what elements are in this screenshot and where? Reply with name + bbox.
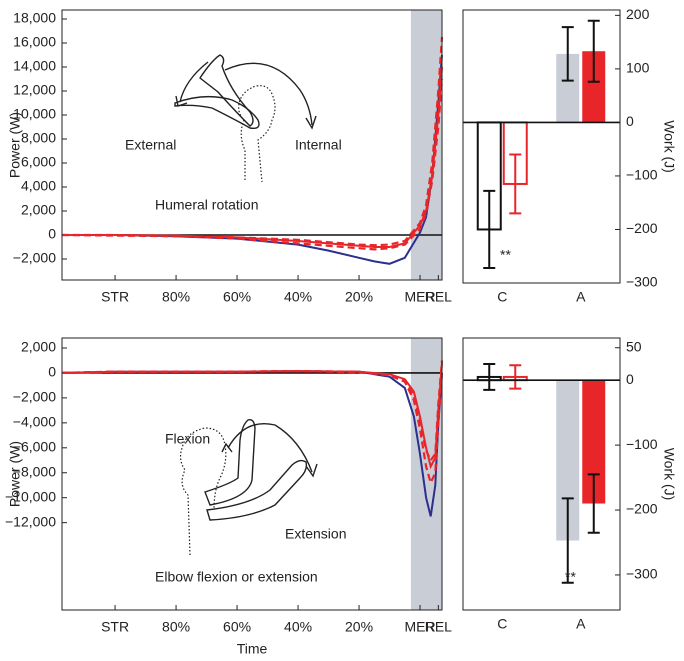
line [62,78,444,251]
y-tick-label: −10,000 [5,488,56,504]
line [61,360,444,463]
x-tick-label: C [497,616,507,632]
x-axis-label: Time [237,641,268,657]
line [61,362,443,470]
line [62,66,443,248]
error-bar [587,473,600,534]
y-tick-label: 0 [626,113,634,129]
x-tick-label: A [576,289,586,305]
plot-frame [462,337,621,611]
error-bar [561,497,574,584]
y-tick-label: 10,000 [13,106,56,122]
elbow-illustration [179,418,318,556]
plots: −2,000 0 2,000 4,000 6,000 8,000 10,000 12,000 1… [5,6,677,657]
error-bar [483,362,496,391]
shaded-region [410,338,442,610]
y-tick-label: 8,000 [21,130,56,146]
x-tick-label: STR [101,289,129,305]
annotation: ** [500,247,511,263]
annotation: Elbow flexion or extension [155,569,318,585]
x-tick-label: STR [101,619,129,635]
x-tick-label: 80% [162,619,190,635]
x-tick-label: C [497,289,507,305]
y-axis-label: Power (W) [7,441,23,507]
x-tick-label: MER [404,289,435,305]
arm-illustration [174,54,317,183]
y-tick-label: 18,000 [13,10,56,26]
error-bar [483,189,496,270]
x-tick-label: 40% [284,619,312,635]
y-tick-label: 6,000 [21,154,56,170]
line [62,54,443,265]
x-tick-label: 20% [345,289,373,305]
error-bar [509,153,522,215]
y-tick-label: 16,000 [13,34,56,50]
y-tick-label: −2,000 [13,389,56,405]
y-tick-label: 2,000 [21,339,56,355]
x-tick-label: 20% [345,619,373,635]
x-tick-label: MER [404,619,435,635]
x-tick-label: 80% [162,289,190,305]
annotation: Internal [295,137,342,153]
y-tick-label: 0 [626,371,634,387]
y-tick-label: −100 [626,167,658,183]
plot-frame [61,337,443,611]
error-bar [509,364,522,390]
annotation: Extension [285,526,346,542]
plot-frame [462,9,621,284]
y-tick-label: −6,000 [13,439,56,455]
y-tick-label: 0 [48,226,56,242]
y-tick-label: −300 [626,274,658,290]
y-tick-label: 2,000 [21,202,56,218]
bar [582,380,606,504]
y-tick-label: −12,000 [5,513,56,529]
y-tick-label: 14,000 [13,58,56,74]
line [61,36,444,247]
y-tick-label: 50 [626,338,642,354]
y-tick-label: 100 [626,60,650,76]
line [61,369,444,486]
plot-frame [61,9,443,281]
y-axis-label: Power (W) [7,112,23,178]
y-tick-label: 4,000 [21,178,56,194]
y-tick-label: 200 [626,6,650,22]
y-tick-label: −300 [626,566,658,582]
y-axis-label: Work (J) [661,120,677,173]
annotation: ** [565,569,576,585]
annotation: Humeral rotation [155,197,259,213]
x-tick-label: 60% [223,289,251,305]
y-tick-label: −100 [626,436,658,452]
y-tick-label: −2,000 [13,250,56,266]
y-tick-label: −4,000 [13,414,56,430]
x-tick-label: A [576,616,586,632]
x-tick-label: 60% [223,619,251,635]
y-tick-label: 12,000 [13,82,56,98]
annotation: External [125,137,176,153]
y-tick-label: 0 [48,364,56,380]
bar [556,53,580,123]
error-bar [587,19,600,83]
x-tick-label: 40% [284,289,312,305]
y-tick-label: −200 [626,501,658,517]
y-tick-label: −8,000 [13,463,56,479]
x-tick-label: REL [425,289,452,305]
bar [582,51,606,123]
annotation: Flexion [165,431,210,447]
y-axis-label: Work (J) [661,448,677,501]
backgrounds [410,10,442,610]
x-tick-label: REL [425,619,452,635]
line [61,370,443,517]
bar [556,380,580,541]
error-bar [561,26,574,82]
y-tick-label: −200 [626,220,658,236]
